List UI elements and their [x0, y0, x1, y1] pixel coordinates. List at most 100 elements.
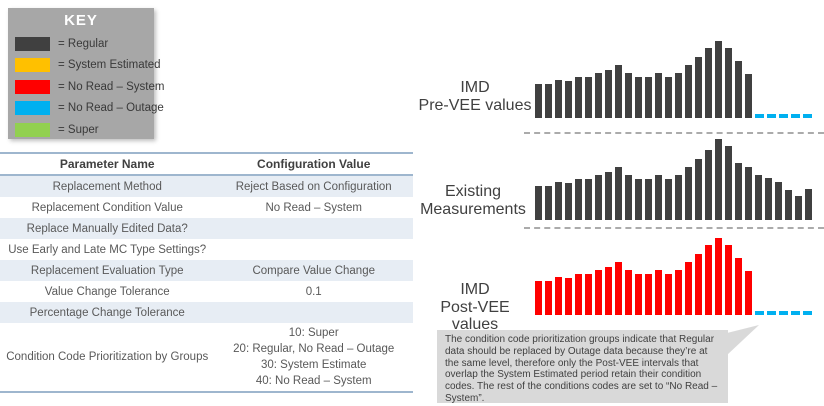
chart-label-line: Existing — [444, 183, 502, 200]
parameter-name-cell: Replace Manually Edited Data? — [26, 222, 188, 235]
bar — [625, 175, 632, 220]
bar — [545, 84, 552, 118]
table-row: Replacement Method Reject Based on Config… — [0, 175, 413, 197]
bar — [575, 274, 582, 315]
configuration-value-line: 10: Super — [288, 327, 339, 339]
bar — [655, 73, 662, 118]
bar — [665, 77, 672, 118]
configuration-value-cell: Compare Value Change — [214, 260, 413, 281]
bar — [595, 175, 602, 220]
chart-label-line: IMD — [460, 281, 490, 298]
outage-dash — [755, 114, 764, 118]
bar — [665, 274, 672, 315]
bar — [555, 277, 562, 315]
bar — [635, 77, 642, 118]
legend-title: KEY — [64, 12, 98, 29]
bar — [685, 65, 692, 118]
bar — [735, 258, 742, 315]
bar — [575, 179, 582, 220]
bar — [705, 150, 712, 220]
bar — [695, 254, 702, 315]
chart-label-line: Pre-VEE values — [418, 96, 532, 114]
bar — [745, 271, 752, 315]
bar — [615, 262, 622, 315]
chart-label-line: Post-VEE values — [440, 298, 510, 334]
configuration-value-cell: 10: Super 20: Regular, No Read – Outage 30… — [214, 323, 413, 392]
configuration-value-line: 30: System Estimate — [260, 359, 367, 371]
configuration-value-line: Reject Based on Configuration — [235, 180, 392, 193]
parameter-name-cell: Percentage Change Tolerance — [29, 306, 185, 319]
bar — [545, 186, 552, 220]
bar — [615, 167, 622, 220]
outage-dash — [767, 311, 776, 315]
bar — [565, 183, 572, 220]
configuration-value-cell — [214, 239, 413, 260]
bar — [675, 270, 682, 315]
bar — [655, 175, 662, 220]
bar — [535, 84, 542, 118]
bar — [735, 163, 742, 220]
callout-text: The condition code prioritization groups… — [445, 334, 718, 404]
legend-color-swatch — [15, 58, 50, 72]
bar — [725, 146, 732, 220]
legend-item: = No Read – System — [15, 79, 164, 94]
table-row: Value Change Tolerance 0.1 — [0, 281, 413, 302]
bar — [605, 172, 612, 220]
bar — [555, 80, 562, 118]
parameter-name-cell: Replacement Method — [52, 180, 162, 193]
bar — [725, 245, 732, 315]
bar — [585, 77, 592, 118]
chart-label-line: IMD — [460, 79, 490, 96]
outage-dash — [779, 311, 788, 315]
column-header-parameter-name: Parameter Name — [59, 157, 155, 171]
bar — [695, 57, 702, 118]
chart-label-line: Measurements — [420, 200, 526, 218]
bar — [645, 274, 652, 315]
parameter-name-cell: Use Early and Late MC Type Settings? — [8, 243, 207, 256]
legend-item-label: = System Estimated — [58, 59, 161, 71]
legend-color-swatch — [15, 79, 50, 94]
table-row: Replacement Evaluation Type Compare Value… — [0, 260, 413, 281]
configuration-value-cell — [214, 218, 413, 239]
bar — [695, 159, 702, 220]
bar — [655, 270, 662, 315]
bar — [645, 179, 652, 220]
bar — [785, 190, 792, 220]
bar — [675, 175, 682, 220]
bar — [585, 274, 592, 315]
legend-color-swatch — [15, 122, 50, 137]
bar — [605, 70, 612, 118]
bar — [735, 61, 742, 118]
legend-item-label: = Regular — [58, 37, 109, 50]
configuration-value-line: No Read – System — [265, 201, 362, 214]
legend-item: = Regular — [15, 36, 154, 51]
outage-dash — [803, 311, 812, 315]
bar — [645, 77, 652, 118]
table-row: Condition Code Prioritization by Groups 1… — [0, 323, 413, 392]
configuration-value-line: 20: Regular, No Read – Outage — [233, 343, 395, 355]
bar — [635, 179, 642, 220]
table-row: Replace Manually Edited Data? — [0, 218, 413, 239]
bar — [725, 48, 732, 118]
legend-color-swatch — [15, 36, 50, 51]
legend-item: = System Estimated — [15, 58, 161, 72]
legend-item: = No Read – Outage — [15, 101, 164, 115]
bar — [705, 245, 712, 315]
table-row: Replacement Condition Value No Read – Sys… — [0, 197, 413, 218]
bar — [595, 270, 602, 315]
bar — [775, 182, 782, 220]
configuration-value-line: 0.1 — [305, 285, 322, 298]
configuration-value-cell: No Read – System — [214, 197, 413, 218]
legend-color-swatch — [15, 101, 50, 115]
bar — [685, 167, 692, 220]
dashed-separator — [524, 132, 824, 134]
configuration-value-cell — [214, 302, 413, 323]
bar — [715, 238, 722, 315]
bar — [715, 139, 722, 220]
bar — [535, 281, 542, 315]
bar-chart-imd-pre-vee — [535, 41, 815, 118]
legend-items: = Regular = System Estimated = No Read – S… — [8, 36, 164, 137]
bar — [755, 175, 762, 220]
configuration-value-cell: Reject Based on Configuration — [214, 175, 413, 197]
